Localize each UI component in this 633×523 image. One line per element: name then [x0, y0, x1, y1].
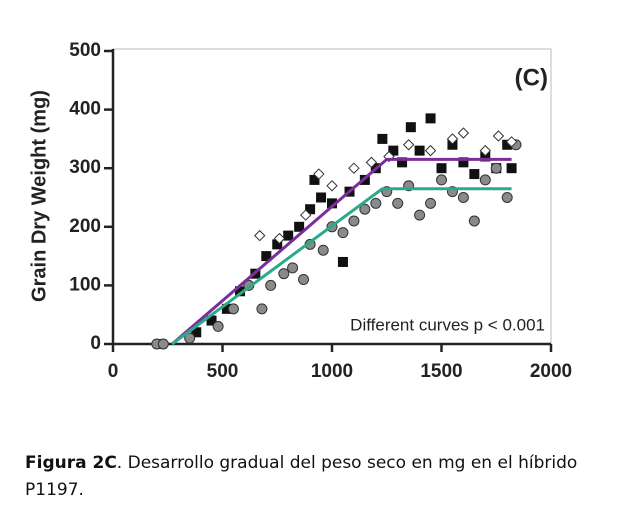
point [254, 229, 266, 242]
point [505, 136, 518, 148]
point [424, 144, 437, 157]
point [492, 130, 505, 142]
y-tick-label: 0 [90, 333, 101, 354]
point [469, 169, 480, 180]
y-axis-title: Grain Dry Weight (mg) [28, 90, 50, 302]
x-tick-label: 0 [108, 361, 119, 382]
panel-label: (C) [515, 64, 548, 91]
point [157, 338, 169, 350]
point [458, 157, 469, 168]
point [425, 113, 436, 124]
point [317, 244, 329, 256]
point [256, 303, 268, 315]
point [414, 145, 425, 156]
chart: Grain Dry Weight (mg) (C) Different curv… [28, 40, 572, 382]
point [305, 204, 316, 215]
point [479, 144, 492, 157]
point [436, 174, 447, 186]
point [365, 156, 378, 169]
x-tick-label: 500 [207, 361, 239, 382]
y-tick-label: 500 [69, 40, 101, 61]
fit-line [171, 157, 512, 346]
point [377, 133, 388, 144]
point [490, 162, 502, 174]
point [227, 303, 239, 315]
point [309, 174, 320, 185]
point [370, 197, 382, 209]
point [436, 163, 447, 174]
point [212, 320, 224, 332]
caption-text: . Desarrollo gradual del peso seco en mg… [25, 453, 578, 500]
point [300, 209, 312, 221]
point [265, 279, 277, 291]
point [283, 230, 294, 241]
caption-label: Figura 2C [25, 453, 117, 473]
point [287, 262, 299, 274]
point [446, 133, 459, 145]
point [348, 215, 360, 227]
x-tick-label: 2000 [530, 361, 572, 382]
point [425, 197, 437, 209]
point [359, 203, 371, 215]
point [405, 122, 416, 133]
point [479, 174, 491, 186]
y-tick-label: 200 [69, 216, 101, 237]
point [273, 232, 286, 245]
point [468, 215, 480, 227]
point [261, 251, 272, 262]
annotation: Different curves p < 0.001 [350, 315, 545, 334]
y-tick-label: 400 [69, 99, 101, 120]
point [313, 168, 325, 180]
point [414, 209, 426, 221]
point [278, 268, 290, 280]
x-tick-label: 1000 [311, 361, 353, 382]
point [348, 162, 360, 174]
y-tick-label: 100 [69, 274, 101, 295]
point [298, 274, 310, 286]
point [402, 139, 415, 151]
point [392, 197, 404, 209]
fit-line [171, 187, 512, 346]
point [326, 180, 338, 192]
point [388, 145, 399, 156]
point [294, 221, 305, 232]
x-tick-label: 1500 [420, 361, 462, 382]
point [397, 157, 408, 168]
point [337, 227, 349, 239]
y-tick-label: 300 [69, 157, 101, 178]
point [457, 127, 470, 139]
plot-frame [112, 48, 552, 345]
caption: Figura 2C. Desarrollo gradual del peso s… [25, 450, 615, 504]
point [316, 192, 327, 203]
point [506, 163, 517, 174]
point [184, 332, 196, 344]
point [457, 192, 469, 203]
point [337, 256, 348, 267]
point [501, 192, 513, 203]
